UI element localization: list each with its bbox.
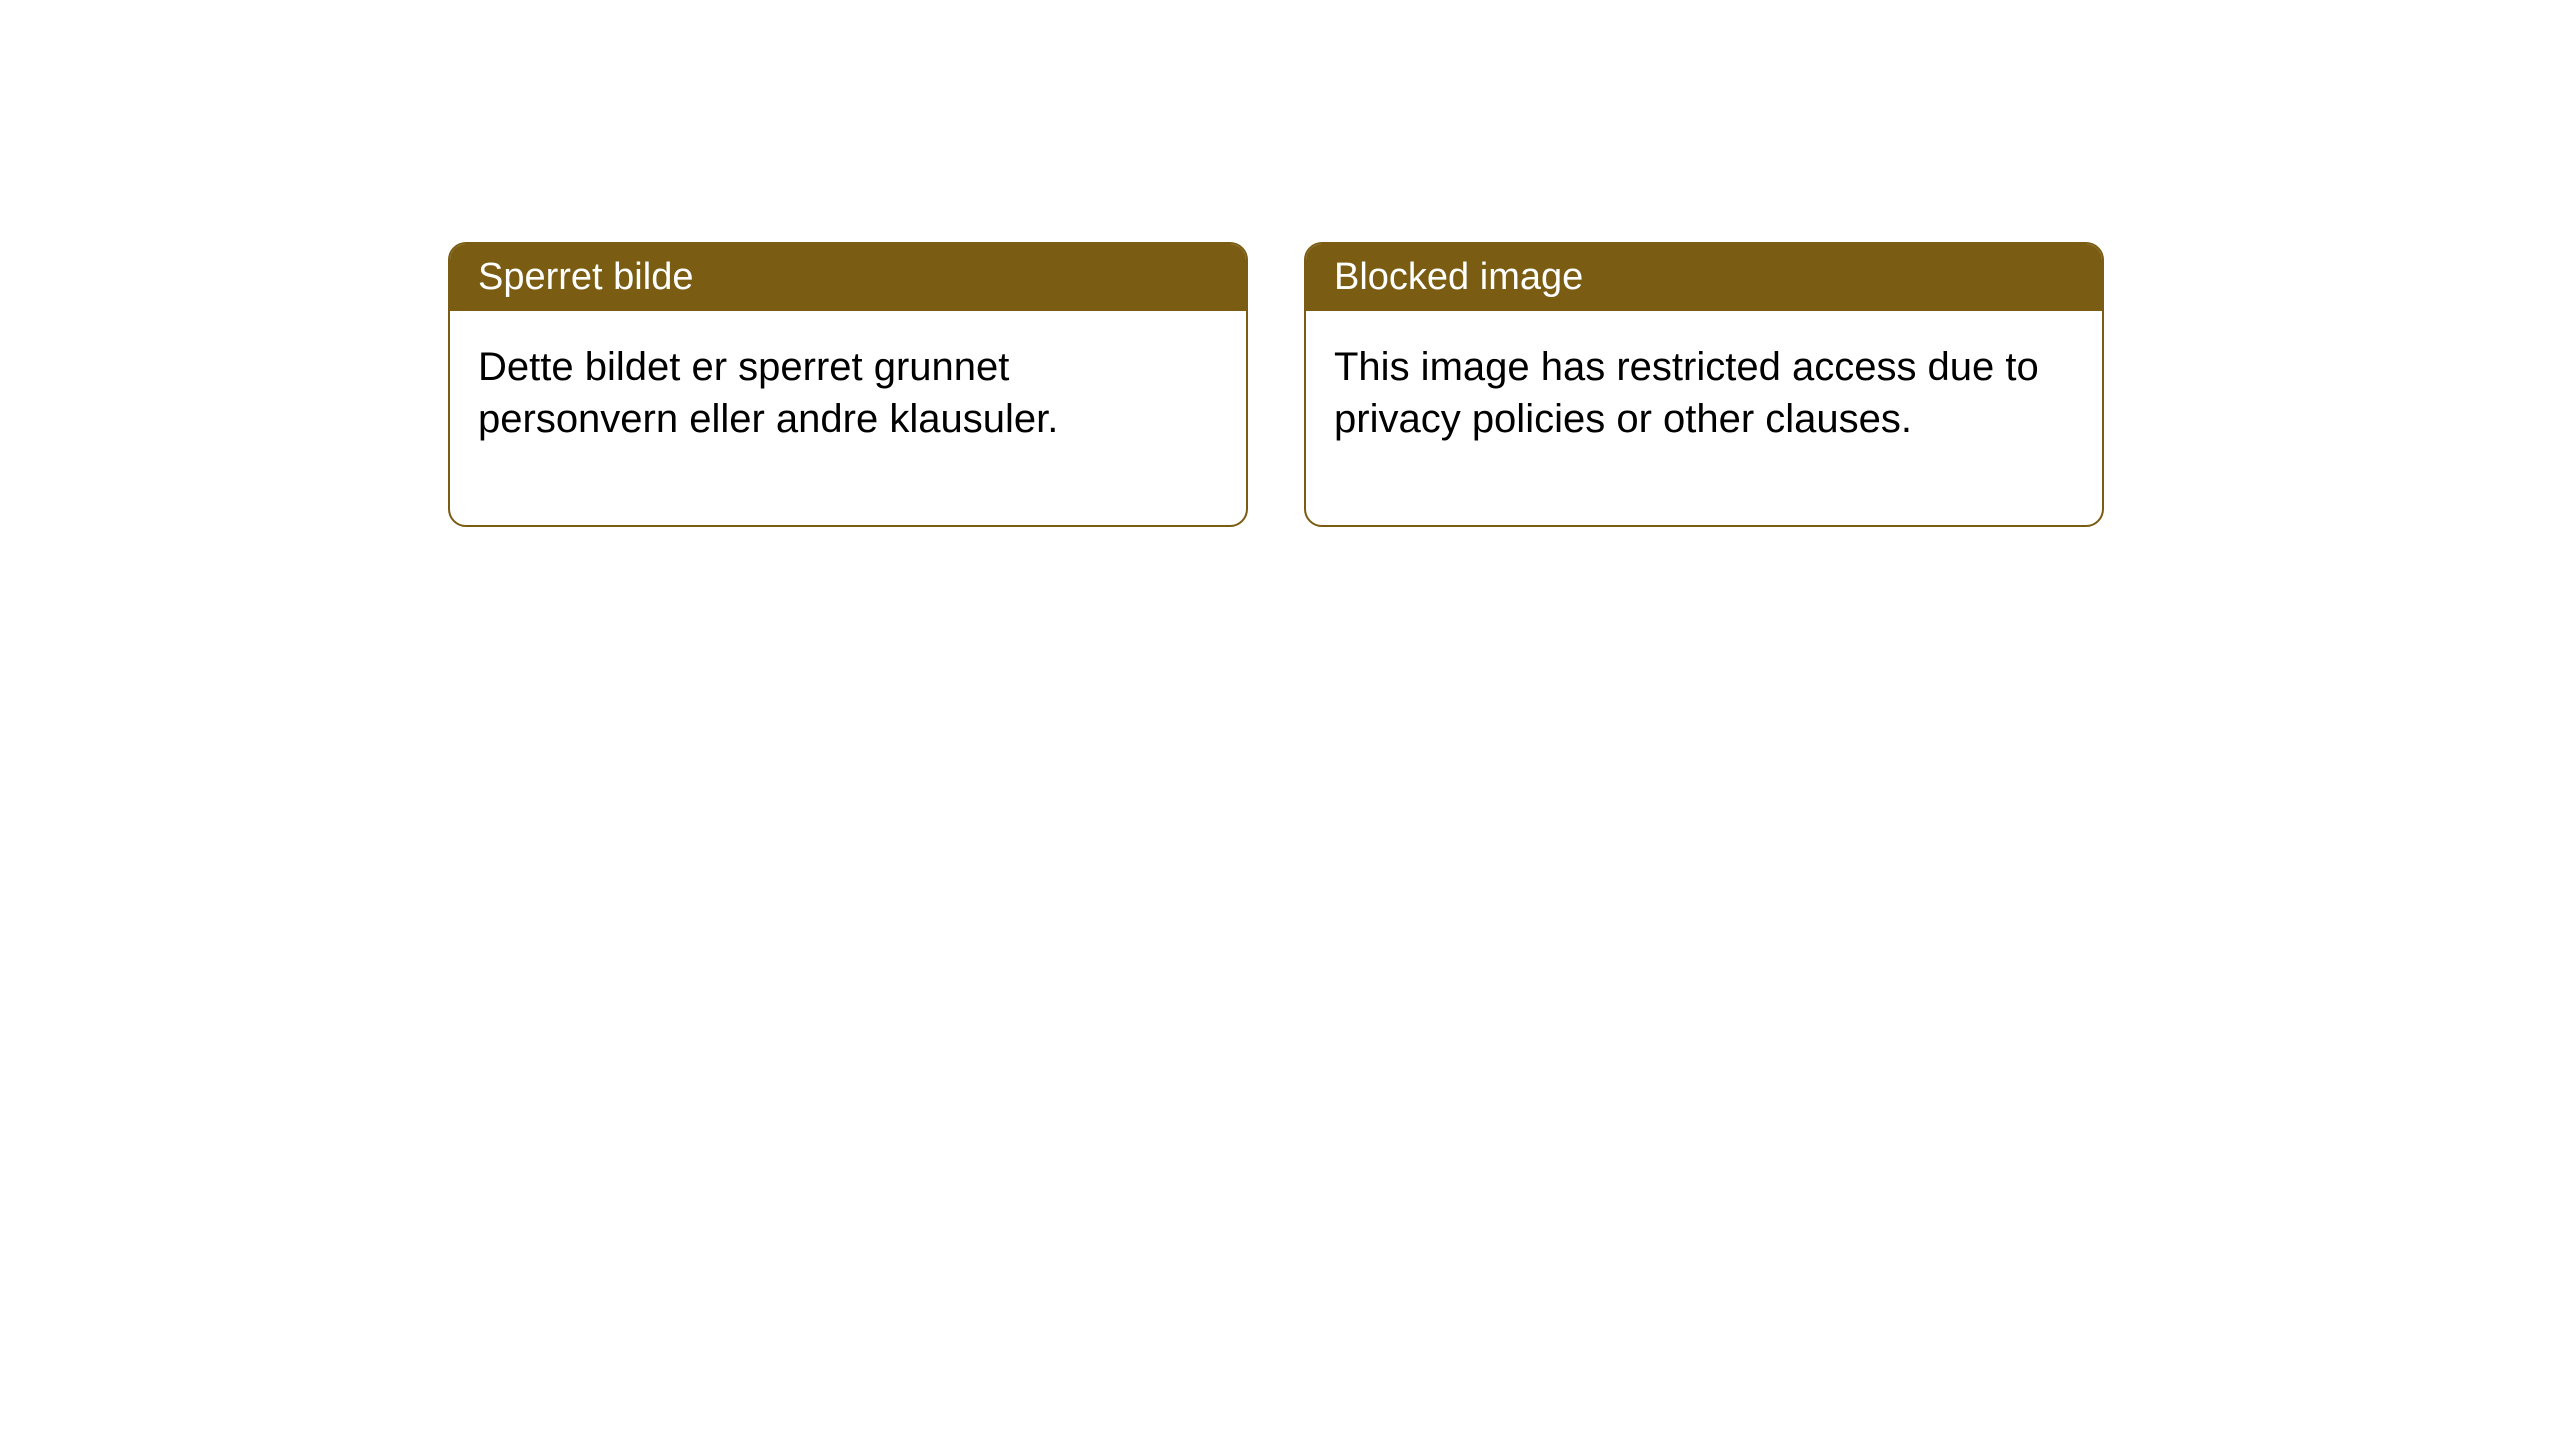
notice-cards-container: Sperret bilde Dette bildet er sperret gr… [448, 242, 2104, 527]
card-body-text: This image has restricted access due to … [1334, 345, 2039, 441]
notice-card-english: Blocked image This image has restricted … [1304, 242, 2104, 527]
card-title: Sperret bilde [478, 256, 693, 298]
card-header: Sperret bilde [450, 244, 1246, 311]
card-body-text: Dette bildet er sperret grunnet personve… [478, 345, 1058, 441]
card-header: Blocked image [1306, 244, 2102, 311]
card-title: Blocked image [1334, 256, 1583, 298]
card-body: Dette bildet er sperret grunnet personve… [450, 311, 1246, 525]
card-body: This image has restricted access due to … [1306, 311, 2102, 525]
notice-card-norwegian: Sperret bilde Dette bildet er sperret gr… [448, 242, 1248, 527]
